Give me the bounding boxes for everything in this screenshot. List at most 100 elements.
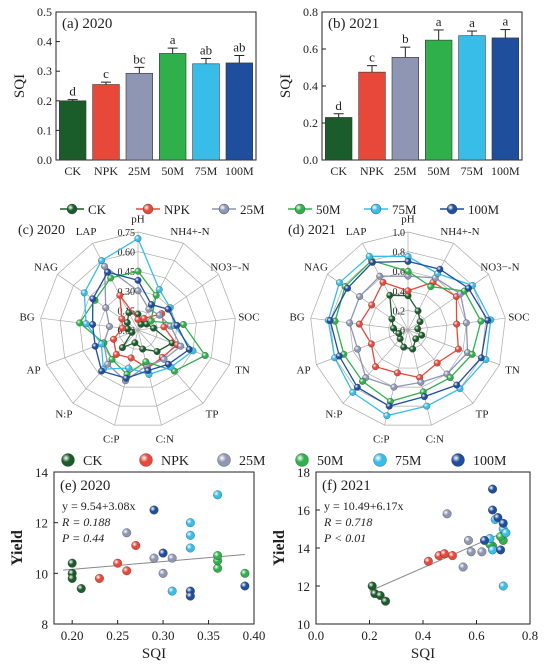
y-tick-label: 10 xyxy=(35,566,48,581)
x-tick-label: 50M xyxy=(161,164,184,178)
radar-point xyxy=(379,278,387,286)
x-tick-label: 50M xyxy=(427,164,450,178)
scatter-point-50M xyxy=(240,568,250,578)
plot-frame xyxy=(55,11,257,161)
radar-grid-ring xyxy=(59,251,217,407)
radar-grid-ring xyxy=(40,231,236,426)
radar-point xyxy=(409,345,417,353)
scatter-point-25M xyxy=(167,553,177,563)
significance-letter: ab xyxy=(233,40,245,55)
bar-CK xyxy=(325,117,353,161)
radar-axis-label: NH4+-N xyxy=(170,226,209,238)
legend-label: CK xyxy=(83,454,102,469)
radar-point xyxy=(118,324,126,332)
radar-point xyxy=(344,284,351,292)
bar-50M xyxy=(159,53,187,161)
x-tick-label: 0.8 xyxy=(522,628,538,643)
x-tick-label: 0.25 xyxy=(106,628,129,643)
x-tick-label: 0.20 xyxy=(61,628,84,643)
radar-axis-label: NAG xyxy=(34,262,58,274)
radar-point xyxy=(107,274,115,282)
radar-series-100M xyxy=(329,260,489,407)
fit-statistic: P < 0.01 xyxy=(323,531,366,545)
bar-chart-b: 0.0 0.2 0.4 0.6 0.8 SQI (b) 2021 d CK c NPK b 25M a 50… xyxy=(278,5,523,178)
y-tick-label: 14 xyxy=(35,465,49,480)
radar-point xyxy=(134,316,142,323)
radar-axis-label: BG xyxy=(19,312,34,324)
radar-point xyxy=(101,262,109,270)
radar-series-75M xyxy=(327,255,492,417)
radar-axis-label: LAP xyxy=(346,226,367,238)
radial-tick-label: 1.0 xyxy=(393,228,406,239)
legend-marker xyxy=(218,203,230,215)
radial-tick-label: 0.75 xyxy=(118,228,136,239)
significance-letter: ab xyxy=(200,42,212,57)
radar-point xyxy=(417,378,425,386)
radar-point xyxy=(423,402,431,410)
legend-label: CK xyxy=(88,202,107,217)
radar-point xyxy=(164,305,172,313)
legend-label: 75M xyxy=(395,454,422,469)
radar-point xyxy=(484,316,492,324)
radar-point xyxy=(147,301,155,308)
bar-chart-a: 0.0 0.1 0.2 0.3 0.4 0.5 SQI (a) 2020 d CK c NPK bc 25… xyxy=(12,5,257,178)
radar-point xyxy=(104,268,112,276)
radar-point xyxy=(131,339,139,347)
radar-point xyxy=(436,265,444,273)
scatter-point-100M xyxy=(158,548,168,558)
radar-point xyxy=(123,319,131,327)
radar-axis-label: pH xyxy=(401,213,415,225)
scatter-point-75M xyxy=(185,543,195,553)
y-tick-label: 0.2 xyxy=(37,94,52,108)
radar-point xyxy=(127,354,135,362)
x-tick-label: NPK xyxy=(360,164,384,178)
x-tick-label: 0.30 xyxy=(152,628,175,643)
radar-point xyxy=(153,348,161,355)
legend-label: NPK xyxy=(161,454,189,469)
radar-grid-ring xyxy=(329,251,487,407)
radar-point xyxy=(108,355,116,363)
y-tick-label: 0.1 xyxy=(37,123,52,137)
radar-point xyxy=(156,311,163,319)
scatter-point-75M xyxy=(167,586,177,596)
y-tick-label: 0.0 xyxy=(303,153,318,167)
radar-point xyxy=(427,283,435,291)
x-tick-label: NPK xyxy=(94,164,118,178)
radar-point xyxy=(388,315,396,323)
radar-axis-label: NO3−-N xyxy=(480,262,519,274)
radar-point xyxy=(354,345,362,353)
fit-statistic: R = 0.718 xyxy=(323,515,372,529)
legend-label: 25M xyxy=(239,454,266,469)
radar-axis-label: C:N xyxy=(426,433,444,445)
radar-point xyxy=(118,315,126,323)
radar-point xyxy=(116,291,124,299)
legend-label: 25M xyxy=(240,202,265,217)
radar-point xyxy=(367,340,375,348)
legend-marker xyxy=(373,453,387,467)
panel-label: (f) 2021 xyxy=(322,478,371,494)
bar-NPK xyxy=(358,71,386,161)
radar-point xyxy=(368,301,376,309)
radar-point xyxy=(416,318,424,326)
radar-point xyxy=(140,314,148,322)
radar-point xyxy=(142,358,150,366)
legend-marker xyxy=(295,453,309,467)
radar-point xyxy=(369,258,376,266)
scatter-point-NPK xyxy=(131,541,141,550)
x-tick-label: 0.6 xyxy=(468,628,485,643)
radar-point xyxy=(389,324,397,332)
radar-point xyxy=(164,360,172,368)
legend-label: 75M xyxy=(392,202,417,217)
x-tick-label: 0.2 xyxy=(361,628,377,643)
x-tick-label: 0.40 xyxy=(243,628,266,643)
scatter-point-100M xyxy=(185,591,195,601)
radar-point xyxy=(134,287,142,295)
scatter-point-25M xyxy=(464,535,473,545)
scatter-point-CK xyxy=(76,584,86,593)
radar-series-50M xyxy=(334,259,482,403)
radar-point xyxy=(155,286,163,293)
legend-marker xyxy=(446,203,458,215)
radar-point xyxy=(346,319,354,327)
radar-point xyxy=(433,359,441,367)
radar-point xyxy=(356,293,364,301)
